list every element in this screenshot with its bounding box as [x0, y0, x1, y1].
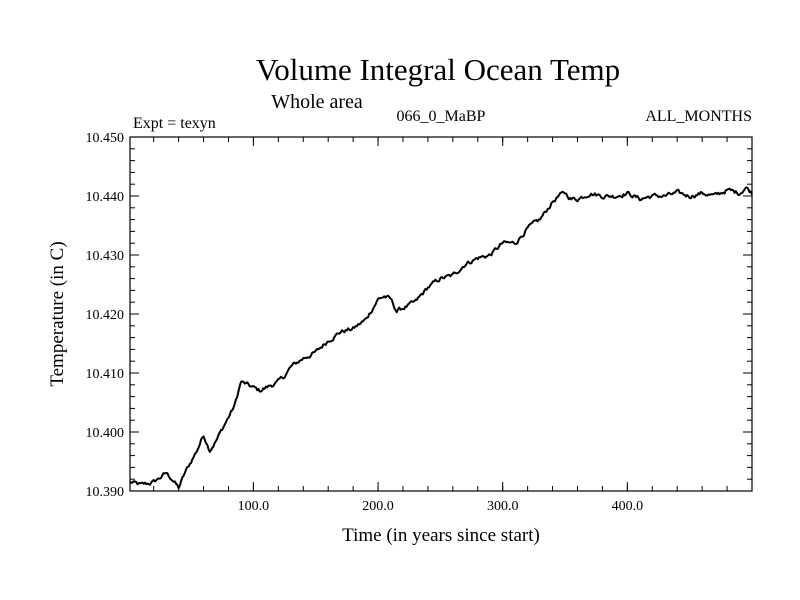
- x-tick-label: 400.0: [612, 499, 644, 514]
- y-tick-label: 10.420: [86, 308, 125, 323]
- header-left: Expt = texyn: [133, 115, 216, 132]
- y-tick-label: 10.450: [86, 131, 125, 146]
- x-tick-label: 300.0: [487, 499, 519, 514]
- series-line: [129, 186, 753, 490]
- y-tick-label: 10.400: [86, 426, 125, 441]
- x-tick-label: 200.0: [362, 499, 394, 514]
- y-tick-label: 10.390: [86, 485, 125, 500]
- header-right: ALL_MONTHS: [645, 108, 752, 125]
- plot-frame: [129, 136, 753, 492]
- tick-labels: 10.390 10.400 10.410 10.420 10.430 10.440 10.4…: [86, 131, 644, 514]
- axis-ticks: [130, 136, 753, 492]
- chart-subtitle: Whole area: [271, 91, 363, 113]
- x-axis-label: Time (in years since start): [342, 525, 540, 546]
- y-tick-label: 10.410: [86, 367, 125, 382]
- y-tick-label: 10.440: [86, 190, 125, 205]
- chart-title: Volume Integral Ocean Temp: [256, 52, 620, 87]
- y-tick-label: 10.430: [86, 249, 125, 264]
- y-axis-label: Temperature (in C): [47, 241, 68, 386]
- header-center: 066_0_MaBP: [397, 108, 486, 125]
- x-tick-label: 100.0: [238, 499, 270, 514]
